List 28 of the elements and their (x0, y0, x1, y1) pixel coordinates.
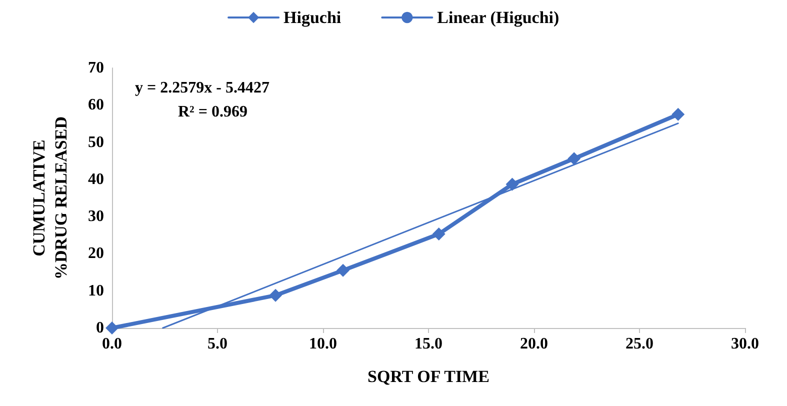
x-tick-label: 25.0 (626, 336, 654, 352)
y-tick-label: 10 (88, 282, 104, 300)
y-tick-label: 20 (88, 245, 104, 262)
point (269, 288, 282, 302)
y-axis-title: CUMULATIVE %DRUG RELEASED (30, 116, 70, 280)
y-tick-label: 0 (96, 320, 104, 336)
x-tick-label: 10.0 (309, 336, 337, 352)
x-tick-label: 0.0 (102, 336, 122, 352)
point (336, 264, 350, 277)
point (568, 152, 581, 166)
x-axis-title: SQRT OF TIME (368, 367, 490, 386)
x-tick-label: 15.0 (414, 336, 442, 352)
y-tick-label: 60 (88, 96, 104, 114)
y-tick-label: 30 (88, 208, 104, 226)
x-tick-label: 30.0 (731, 336, 759, 352)
y-tick-label: 70 (88, 60, 104, 76)
x-tick-label: 20.0 (520, 336, 548, 352)
legend-label: Linear (Higuchi) (437, 8, 560, 27)
y-tick-label: 40 (88, 170, 104, 188)
legend-label: Higuchi (284, 8, 342, 27)
point (506, 178, 519, 191)
point (432, 228, 446, 241)
y-tick-label: 50 (88, 134, 104, 151)
annotation: R² = 0.969 (178, 104, 248, 120)
point (672, 108, 685, 121)
x-tick-label: 5.0 (208, 336, 228, 352)
point (106, 322, 118, 334)
annotation: y = 2.2579x - 5.4427 (135, 80, 270, 96)
